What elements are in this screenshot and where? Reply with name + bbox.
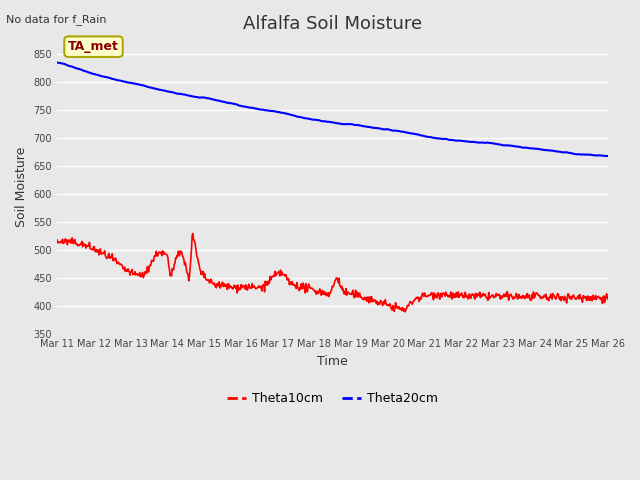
Y-axis label: Soil Moisture: Soil Moisture: [15, 147, 28, 228]
Legend: Theta10cm, Theta20cm: Theta10cm, Theta20cm: [222, 387, 443, 410]
X-axis label: Time: Time: [317, 355, 348, 368]
Text: No data for f_Rain: No data for f_Rain: [6, 14, 107, 25]
Text: TA_met: TA_met: [68, 40, 119, 53]
Title: Alfalfa Soil Moisture: Alfalfa Soil Moisture: [243, 15, 422, 33]
